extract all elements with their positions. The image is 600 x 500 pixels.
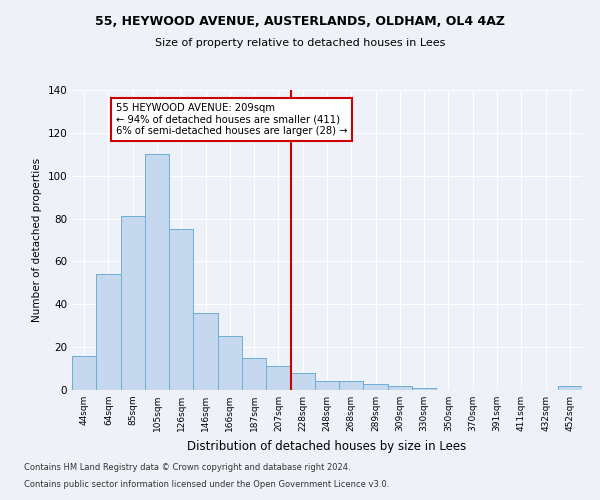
Bar [72, 356, 96, 390]
Text: Size of property relative to detached houses in Lees: Size of property relative to detached ho… [155, 38, 445, 48]
Bar [242, 358, 266, 390]
Bar [266, 366, 290, 390]
Bar [339, 382, 364, 390]
Text: Contains HM Land Registry data © Crown copyright and database right 2024.: Contains HM Land Registry data © Crown c… [24, 464, 350, 472]
Bar [290, 373, 315, 390]
Bar [193, 313, 218, 390]
Bar [412, 388, 436, 390]
Y-axis label: Number of detached properties: Number of detached properties [32, 158, 42, 322]
Text: Contains public sector information licensed under the Open Government Licence v3: Contains public sector information licen… [24, 480, 389, 489]
Bar [315, 382, 339, 390]
Bar [558, 386, 582, 390]
Text: 55 HEYWOOD AVENUE: 209sqm
← 94% of detached houses are smaller (411)
6% of semi-: 55 HEYWOOD AVENUE: 209sqm ← 94% of detac… [116, 103, 347, 136]
Text: 55, HEYWOOD AVENUE, AUSTERLANDS, OLDHAM, OL4 4AZ: 55, HEYWOOD AVENUE, AUSTERLANDS, OLDHAM,… [95, 15, 505, 28]
X-axis label: Distribution of detached houses by size in Lees: Distribution of detached houses by size … [187, 440, 467, 452]
Bar [121, 216, 145, 390]
Bar [96, 274, 121, 390]
Bar [145, 154, 169, 390]
Bar [364, 384, 388, 390]
Bar [169, 230, 193, 390]
Bar [218, 336, 242, 390]
Bar [388, 386, 412, 390]
